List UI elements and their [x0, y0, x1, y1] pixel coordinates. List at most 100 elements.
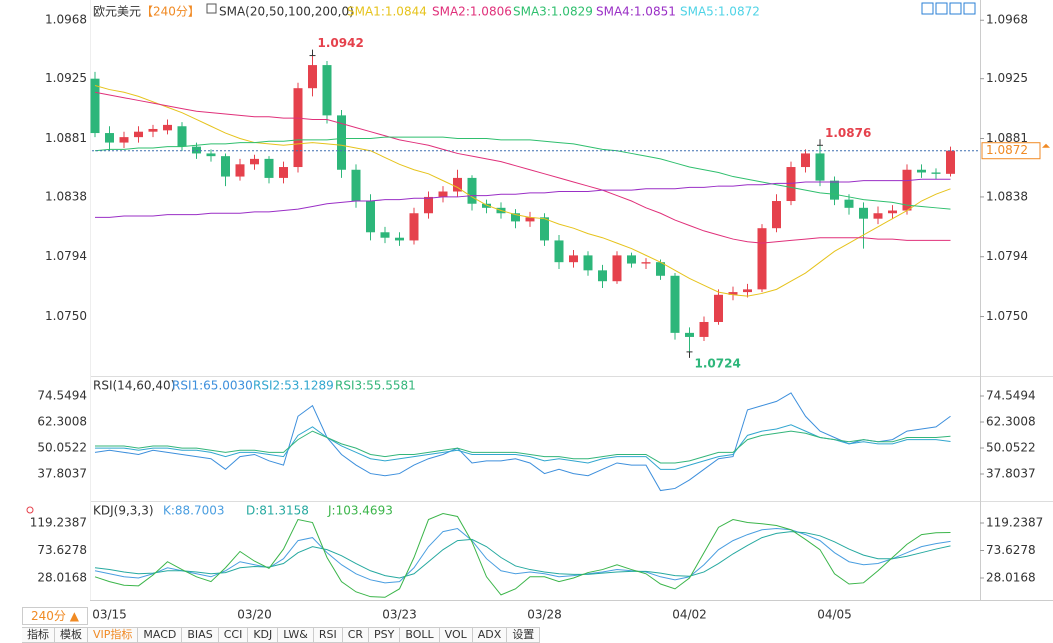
candle-body [873, 213, 883, 219]
x-tick-label: 04/02 [672, 608, 707, 622]
candle-body [453, 177, 462, 192]
candle-body [467, 177, 477, 204]
legend-entry: SMA2:1.0806 [432, 5, 512, 19]
series-line [94, 528, 951, 584]
y-tick-label: 119.2387 [986, 515, 1043, 529]
toolbar-button[interactable]: BOLL [400, 627, 440, 643]
toolbar-button[interactable]: RSI [313, 627, 343, 643]
toolbar-button[interactable]: KDJ [248, 627, 279, 643]
candle-body [540, 217, 549, 241]
candle-body [525, 217, 535, 222]
series-line [95, 424, 951, 470]
candle-body [438, 191, 448, 197]
last-price-box [981, 142, 1041, 160]
y-tick-label: 74.5494 [986, 388, 1036, 402]
legend-entry: RSI2:53.1289 [253, 379, 334, 393]
candle-body [322, 65, 332, 116]
candle-body [728, 292, 738, 295]
candle-body [757, 228, 767, 290]
last-price-arrow [1042, 143, 1050, 148]
toolbar-button[interactable]: CR [342, 627, 370, 643]
panel-title: KDJ(9,3,3) [93, 504, 154, 518]
y-tick-label: 119.2387 [30, 515, 87, 529]
y-tick-label: 1.0881 [986, 131, 1028, 145]
candle-body [815, 153, 825, 181]
y-tick-label: 1.0925 [45, 71, 87, 85]
y-tick-label: 1.0794 [45, 249, 87, 263]
x-tick-label: 04/05 [817, 608, 852, 622]
period-label: 【240分】 [141, 5, 200, 19]
candle-body [946, 150, 955, 174]
candle-body [670, 275, 680, 333]
icon[interactable] [963, 2, 976, 15]
candle-body [786, 167, 796, 202]
x-tick-label: 03/28 [527, 608, 562, 622]
candle-body [714, 294, 723, 322]
candle-body [119, 137, 129, 143]
period-button[interactable]: 240分 ▲ [22, 607, 88, 625]
toolbar-button[interactable]: VOL [439, 627, 473, 643]
series-line [94, 531, 951, 579]
series-line [95, 430, 951, 464]
y-tick-label: 1.0838 [986, 189, 1028, 203]
last-price-label: 1.0872 [986, 143, 1028, 157]
toolbar: 指标 模板 VIP指标 MACD BIAS CCI KDJ LW& RSI CR PSY BOLL VO… [22, 627, 541, 643]
y-tick-label: 62.3008 [986, 414, 1036, 428]
icon[interactable] [921, 2, 934, 15]
candle-body [308, 65, 317, 89]
candle-body [888, 210, 897, 214]
candle-body [931, 172, 941, 174]
header-icons[interactable] [921, 2, 976, 15]
candle-body [264, 158, 274, 178]
x-tick-label: 03/23 [382, 608, 417, 622]
toolbar-button[interactable]: ADX [472, 627, 508, 643]
toolbar-button[interactable]: 模板 [55, 627, 88, 643]
y-tick-label: 28.0168 [986, 570, 1036, 584]
toolbar-button[interactable]: 指标 [22, 627, 55, 643]
candle-body [917, 169, 926, 173]
legend-entry: J:103.4693 [327, 504, 393, 518]
annotation-label: 1.0876 [825, 126, 871, 140]
candle-body [148, 128, 158, 132]
legend-entry: SMA3:1.0829 [513, 5, 593, 19]
annotation-label: 1.0942 [318, 36, 364, 50]
candle-body [656, 262, 665, 276]
x-tick-label: 03/20 [237, 608, 272, 622]
series-line [94, 136, 951, 210]
candle-body [192, 146, 201, 154]
legend-entry: SMA1:1.0844 [347, 5, 427, 19]
toolbar-button[interactable]: MACD [138, 627, 183, 643]
legend-entry: K:88.7003 [163, 504, 225, 518]
toolbar-button[interactable]: 设置 [507, 627, 541, 643]
series-line [94, 512, 951, 598]
y-tick-label: 1.0750 [986, 309, 1028, 323]
y-tick-label: 37.8037 [37, 466, 87, 480]
series-line [94, 84, 951, 297]
candle-body [293, 88, 303, 168]
candle-body [424, 196, 433, 214]
candle-body [699, 321, 709, 337]
settings-icon [26, 506, 34, 514]
toolbar-button[interactable]: CCI [218, 627, 249, 643]
candle-body [134, 131, 143, 138]
y-tick-label: 1.0750 [45, 309, 87, 323]
candle-body [844, 199, 854, 208]
candle-body [902, 169, 912, 211]
candle-body [482, 203, 491, 208]
toolbar-button[interactable]: BIAS [182, 627, 219, 643]
toolbar-button[interactable]: PSY [369, 627, 401, 643]
candle-body [554, 240, 564, 263]
candle-body [351, 169, 361, 202]
toolbar-button[interactable]: LW& [278, 627, 314, 643]
candle-body [743, 289, 752, 293]
candle-body [366, 201, 375, 233]
candle-body [279, 167, 288, 178]
y-tick-label: 1.0968 [986, 13, 1028, 27]
candle-body [772, 201, 781, 229]
toolbar-button[interactable]: VIP指标 [88, 627, 139, 643]
icon[interactable] [935, 2, 948, 15]
y-tick-label: 1.0881 [45, 131, 87, 145]
icon[interactable] [949, 2, 962, 15]
